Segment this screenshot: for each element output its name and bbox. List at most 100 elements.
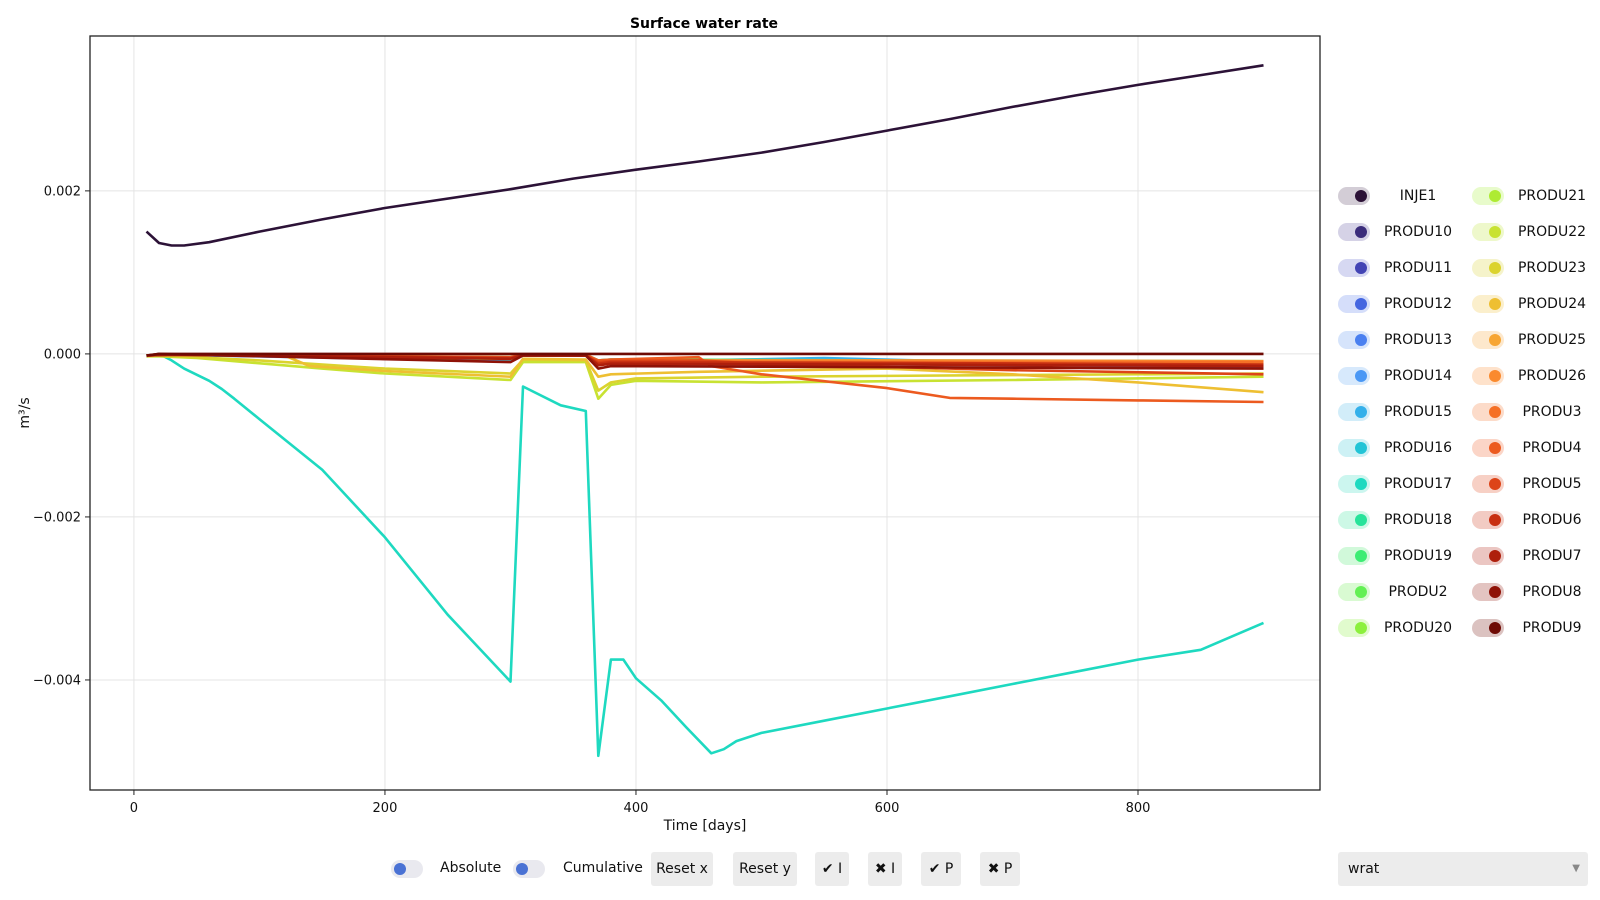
legend-item-produ8[interactable]: PRODU8 [1472,580,1598,604]
legend-toggle[interactable] [1472,439,1504,457]
legend-toggle[interactable] [1472,259,1504,277]
legend-item-produ20[interactable]: PRODU20 [1338,616,1464,640]
legend-item-produ21[interactable]: PRODU21 [1472,184,1598,208]
reset-x-button[interactable]: Reset x [651,852,713,886]
legend-item-produ3[interactable]: PRODU3 [1472,400,1598,424]
absolute-toggle[interactable] [391,860,423,878]
legend-item-produ5[interactable]: PRODU5 [1472,472,1598,496]
cumulative-toggle[interactable] [513,860,545,878]
legend-item-produ16[interactable]: PRODU16 [1338,436,1464,460]
legend-toggle-knob [1355,262,1367,274]
legend-toggle-knob [1355,514,1367,526]
reset-y-button[interactable]: Reset y [733,852,797,886]
legend-label: PRODU4 [1522,440,1582,456]
legend-toggle-knob [1489,586,1501,598]
legend-item-produ17[interactable]: PRODU17 [1338,472,1464,496]
legend-toggle[interactable] [1338,295,1370,313]
legend-label: PRODU3 [1522,404,1582,420]
y-tick-label: −0.004 [33,673,81,688]
deselect-injectors-button[interactable]: ✖ I [868,852,902,886]
legend-toggle[interactable] [1472,223,1504,241]
legend-toggle[interactable] [1338,475,1370,493]
chart-title: Surface water rate [630,16,778,32]
legend-toggle[interactable] [1472,367,1504,385]
select-injectors-button[interactable]: ✔ I [815,852,849,886]
absolute-toggle-knob [394,863,406,875]
select-producers-button[interactable]: ✔ P [921,852,961,886]
series-line-produ17 [146,352,1265,758]
legend-label: PRODU2 [1388,584,1448,600]
legend-toggle[interactable] [1472,583,1504,601]
legend-item-produ11[interactable]: PRODU11 [1338,256,1464,280]
legend-toggle[interactable] [1338,619,1370,637]
legend-toggle[interactable] [1338,511,1370,529]
legend-toggle[interactable] [1338,367,1370,385]
cumulative-label: Cumulative [563,860,643,876]
legend-label: PRODU19 [1383,548,1453,564]
legend-item-produ26[interactable]: PRODU26 [1472,364,1598,388]
legend-toggle[interactable] [1472,295,1504,313]
legend-item-produ23[interactable]: PRODU23 [1472,256,1598,280]
legend-label: PRODU14 [1383,368,1453,384]
legend-item-produ7[interactable]: PRODU7 [1472,544,1598,568]
legend-item-produ18[interactable]: PRODU18 [1338,508,1464,532]
absolute-label: Absolute [440,860,502,876]
legend-item-produ24[interactable]: PRODU24 [1472,292,1598,316]
legend-label: PRODU24 [1517,296,1587,312]
legend-toggle[interactable] [1338,223,1370,241]
legend-toggle[interactable] [1472,619,1504,637]
legend-toggle[interactable] [1472,475,1504,493]
legend-toggle-knob [1489,190,1501,202]
legend-toggle-knob [1355,550,1367,562]
legend-toggle-knob [1489,550,1501,562]
legend-item-produ9[interactable]: PRODU9 [1472,616,1598,640]
legend-toggle-knob [1355,406,1367,418]
legend-item-produ13[interactable]: PRODU13 [1338,328,1464,352]
legend-label: PRODU8 [1522,584,1582,600]
legend-toggle-knob [1489,478,1501,490]
legend-item-produ12[interactable]: PRODU12 [1338,292,1464,316]
legend-toggle[interactable] [1338,331,1370,349]
x-tick-label: 600 [875,801,900,816]
deselect-producers-button[interactable]: ✖ P [980,852,1020,886]
legend-item-produ25[interactable]: PRODU25 [1472,328,1598,352]
legend-label: PRODU25 [1517,332,1587,348]
legend-label: PRODU13 [1383,332,1453,348]
legend-item-produ6[interactable]: PRODU6 [1472,508,1598,532]
x-axis-label: Time [days] [663,818,747,834]
legend-toggle[interactable] [1338,403,1370,421]
legend-toggle[interactable] [1472,403,1504,421]
x-tick-label: 200 [373,801,398,816]
legend-item-produ4[interactable]: PRODU4 [1472,436,1598,460]
legend-item-produ19[interactable]: PRODU19 [1338,544,1464,568]
legend-toggle[interactable] [1338,439,1370,457]
legend-toggle[interactable] [1338,547,1370,565]
legend-toggle-knob [1489,226,1501,238]
variable-dropdown[interactable]: wrat ▼ [1338,852,1588,886]
legend-toggle-knob [1355,586,1367,598]
legend-label: PRODU6 [1522,512,1582,528]
legend-toggle[interactable] [1472,547,1504,565]
series-line-produ22 [146,354,1264,401]
series-line-inje1 [145,64,1264,247]
legend-item-produ14[interactable]: PRODU14 [1338,364,1464,388]
legend-toggle[interactable] [1338,259,1370,277]
legend-item-inje1[interactable]: INJE1 [1338,184,1464,208]
controls-bar: Absolute Cumulative Reset x Reset y ✔ I … [0,852,1330,886]
legend-toggle[interactable] [1338,187,1370,205]
legend-label: PRODU22 [1517,224,1587,240]
legend-item-produ22[interactable]: PRODU22 [1472,220,1598,244]
legend-item-produ15[interactable]: PRODU15 [1338,400,1464,424]
legend-item-produ2[interactable]: PRODU2 [1338,580,1464,604]
x-tick-label: 800 [1126,801,1151,816]
legend-toggle[interactable] [1472,511,1504,529]
legend-toggle-knob [1355,226,1367,238]
legend-toggle[interactable] [1472,331,1504,349]
chevron-down-icon: ▼ [1572,863,1580,874]
legend-item-produ10[interactable]: PRODU10 [1338,220,1464,244]
legend-toggle[interactable] [1338,583,1370,601]
y-tick-label: 0.002 [44,184,81,199]
legend-toggle[interactable] [1472,187,1504,205]
legend-toggle-knob [1489,442,1501,454]
